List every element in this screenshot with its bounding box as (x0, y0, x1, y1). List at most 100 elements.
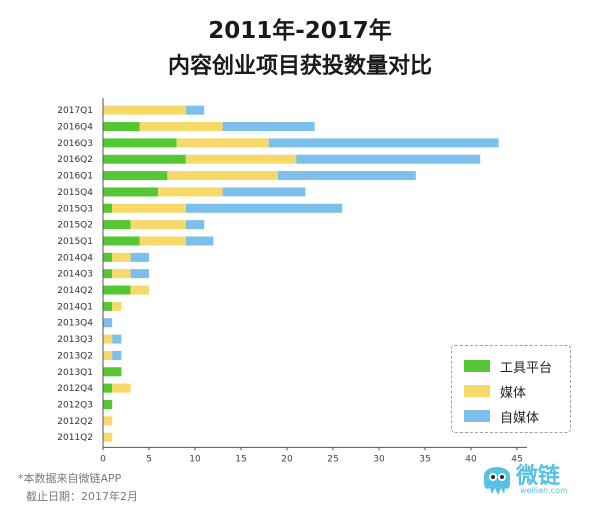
bar-2013Q3-series-2 (112, 334, 122, 344)
bar-2017Q1-series-1 (103, 105, 186, 115)
bar-2014Q4-series-0 (103, 252, 113, 262)
legend-item-platform: 工具平台 (464, 358, 553, 376)
x-tick-label-5: 5 (146, 454, 152, 464)
bar-2015Q4-series-1 (158, 187, 223, 197)
bar-2016Q3-series-2 (268, 138, 499, 148)
bar-2016Q2-series-2 (296, 154, 481, 164)
bar-2014Q3-series-0 (103, 269, 113, 279)
legend-swatch-media (464, 385, 490, 397)
category-label-2015Q1: 2015Q1 (57, 237, 93, 247)
category-label-2012Q3: 2012Q3 (57, 400, 93, 410)
legend-label-selfmedia: 自媒体 (500, 410, 540, 426)
bar-2015Q3-series-2 (185, 203, 343, 213)
bar-2016Q3-series-1 (176, 138, 269, 148)
category-label-2014Q4: 2014Q4 (57, 253, 93, 263)
category-label-2013Q4: 2013Q4 (57, 319, 93, 329)
cutoff-date-note: 截止日期：2017年2月 (26, 490, 138, 503)
bar-2015Q4-series-2 (222, 187, 306, 197)
bar-2015Q3-series-0 (103, 203, 113, 213)
bar-2012Q3-series-0 (103, 399, 113, 409)
bar-2012Q4-series-1 (112, 383, 131, 393)
bar-2016Q4-series-0 (103, 122, 140, 132)
bar-2015Q3-series-1 (112, 203, 186, 213)
bar-2017Q1-series-2 (185, 105, 205, 115)
bar-2014Q3-series-2 (130, 269, 149, 279)
category-label-2012Q4: 2012Q4 (57, 384, 93, 394)
legend-label-platform: 工具平台 (500, 360, 553, 376)
bar-2016Q4-series-2 (222, 122, 315, 132)
x-tick-label-10: 10 (189, 454, 201, 464)
x-tick-label-20: 20 (281, 454, 293, 464)
category-label-2011Q2: 2011Q2 (57, 433, 93, 443)
bar-2014Q4-series-2 (130, 252, 149, 262)
brand-logo: 微链 weilian.com (480, 456, 590, 500)
bar-2016Q2-series-1 (185, 154, 297, 164)
x-tick-label-25: 25 (327, 454, 338, 464)
bar-2016Q4-series-1 (139, 122, 223, 132)
bar-2012Q2-series-1 (103, 416, 113, 426)
source-note: *本数据来自微链APP (18, 472, 122, 485)
bar-2016Q1-series-2 (277, 171, 416, 181)
x-axis: 0 5 10 15 20 25 30 35 40 45 (100, 98, 527, 464)
logo-url: weilian.com (520, 486, 568, 495)
bar-2014Q1-series-0 (103, 301, 113, 311)
bar-2013Q2-series-2 (112, 350, 122, 360)
legend-swatch-selfmedia (464, 410, 490, 422)
x-tick-label-0: 0 (100, 454, 106, 464)
bar-2015Q1-series-1 (139, 236, 186, 246)
bar-2014Q4-series-1 (112, 252, 131, 262)
bar-2015Q1-series-0 (103, 236, 140, 246)
bar-2015Q4-series-0 (103, 187, 159, 197)
x-tick-label-15: 15 (235, 454, 246, 464)
legend: 工具平台 媒体 自媒体 (451, 345, 571, 433)
category-label-2013Q3: 2013Q3 (57, 335, 93, 345)
bar-2016Q3-series-0 (103, 138, 177, 148)
x-tick-label-30: 30 (373, 454, 385, 464)
bar-2013Q4-series-2 (103, 318, 113, 328)
bar-2012Q4-series-0 (103, 383, 113, 393)
legend-item-media: 媒体 (464, 383, 527, 401)
category-label-2015Q2: 2015Q2 (57, 221, 93, 231)
bar-2014Q1-series-1 (112, 301, 122, 311)
bar-2011Q2-series-1 (103, 432, 113, 442)
bar-2015Q2-series-2 (185, 220, 205, 230)
bar-2016Q2-series-0 (103, 154, 186, 164)
bar-2013Q2-series-1 (103, 350, 113, 360)
category-label-2017Q1: 2017Q1 (57, 106, 93, 116)
legend-label-media: 媒体 (500, 385, 527, 401)
category-label-2015Q4: 2015Q4 (57, 188, 93, 198)
bar-2016Q1-series-1 (167, 171, 278, 181)
x-tick-label-35: 35 (419, 454, 430, 464)
category-label-2012Q2: 2012Q2 (57, 417, 93, 427)
legend-swatch-platform (464, 360, 490, 372)
category-label-2016Q4: 2016Q4 (57, 123, 93, 133)
category-label-2016Q3: 2016Q3 (57, 139, 93, 149)
bar-2014Q2-series-0 (103, 285, 131, 295)
category-label-2014Q1: 2014Q1 (57, 302, 93, 312)
bar-2014Q2-series-1 (130, 285, 149, 295)
category-labels: 2017Q1 2016Q4 2016Q3 2016Q2 2016Q1 2015Q4 2015… (57, 106, 93, 443)
bar-2013Q1-series-0 (103, 367, 122, 377)
chart-title-line2: 内容创业项目获投数量对比 (168, 53, 432, 79)
bar-2014Q3-series-1 (112, 269, 131, 279)
category-label-2016Q2: 2016Q2 (57, 155, 93, 165)
category-label-2015Q3: 2015Q3 (57, 204, 93, 214)
category-label-2014Q2: 2014Q2 (57, 286, 93, 296)
legend-item-selfmedia: 自媒体 (464, 408, 540, 426)
x-tick-label-40: 40 (465, 454, 477, 464)
chart-title-line1: 2011年-2017年 (208, 17, 392, 44)
x-tick-label-45: 45 (511, 454, 522, 464)
bar-2016Q1-series-0 (103, 171, 168, 181)
bar-2015Q2-series-0 (103, 220, 131, 230)
logo-name: 微链 (516, 464, 561, 489)
bars-group (103, 105, 499, 442)
bar-2013Q3-series-1 (103, 334, 113, 344)
bar-2015Q2-series-1 (130, 220, 186, 230)
category-label-2016Q1: 2016Q1 (57, 172, 93, 182)
octopus-logo-icon (484, 467, 510, 495)
category-label-2013Q1: 2013Q1 (57, 368, 93, 378)
category-label-2013Q2: 2013Q2 (57, 351, 93, 361)
bar-2015Q1-series-2 (185, 236, 214, 246)
category-label-2014Q3: 2014Q3 (57, 270, 93, 280)
